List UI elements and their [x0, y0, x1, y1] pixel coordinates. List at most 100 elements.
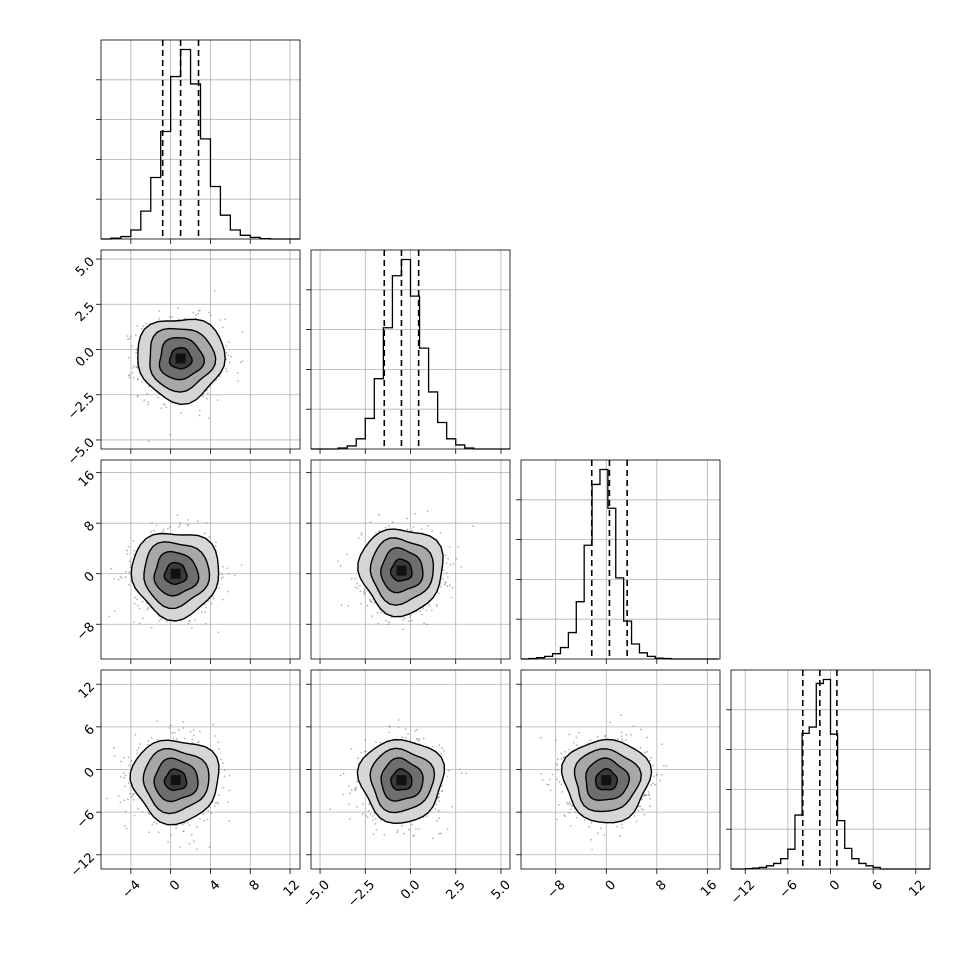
sample-point — [339, 774, 342, 777]
sample-point — [423, 622, 425, 625]
sample-point — [191, 741, 194, 744]
sample-point — [112, 746, 115, 749]
sample-point — [142, 325, 145, 328]
sample-point — [356, 582, 359, 585]
sample-point — [175, 824, 178, 827]
sample-point — [360, 532, 363, 534]
sample-point — [370, 600, 372, 603]
sample-point — [136, 324, 139, 327]
sample-point — [151, 824, 154, 826]
sample-point — [449, 584, 451, 587]
sample-point — [183, 830, 185, 832]
sample-point — [629, 733, 632, 736]
sample-point — [639, 747, 642, 749]
contour-line — [369, 747, 436, 814]
contour-line — [153, 550, 200, 597]
sample-point — [169, 433, 172, 436]
sample-point — [401, 824, 404, 827]
sample-point — [569, 825, 572, 827]
sample-point — [562, 756, 565, 759]
sample-point — [364, 750, 366, 753]
panel-content — [105, 720, 231, 850]
sample-point — [217, 631, 220, 634]
sample-point — [141, 381, 143, 383]
sample-point — [129, 566, 132, 569]
sample-point — [375, 829, 378, 831]
sample-point — [600, 827, 602, 830]
sample-point — [439, 832, 442, 835]
contour-line — [390, 768, 413, 791]
sample-point — [207, 600, 210, 603]
sample-point — [431, 745, 434, 748]
sample-point — [442, 577, 444, 580]
sample-point — [131, 367, 134, 369]
sample-point — [110, 567, 113, 570]
sample-point — [188, 842, 191, 845]
sample-point — [153, 821, 156, 824]
contour-line — [585, 757, 631, 802]
sample-point — [207, 809, 210, 812]
sample-point — [396, 831, 399, 834]
sample-point — [209, 314, 212, 317]
sample-point — [621, 826, 624, 829]
sample-point — [148, 831, 151, 834]
sample-point — [162, 528, 165, 531]
sample-point — [359, 602, 362, 605]
sample-point — [355, 786, 358, 789]
sample-point — [357, 537, 360, 540]
x-tick-label: 6 — [870, 878, 886, 894]
sample-point — [369, 521, 372, 523]
sample-point — [596, 832, 599, 835]
sample-point — [175, 827, 178, 830]
ticks-1-1 — [319, 449, 502, 454]
sample-point — [440, 752, 442, 755]
sample-point — [652, 782, 654, 785]
sample-point — [436, 819, 438, 822]
sample-point — [551, 773, 554, 776]
sample-point — [218, 375, 221, 378]
sample-point — [342, 772, 345, 775]
sample-point — [448, 546, 451, 548]
sample-point — [135, 348, 138, 351]
contour-line — [149, 327, 217, 393]
sample-point — [130, 759, 133, 762]
sample-point — [217, 741, 220, 744]
sample-point — [227, 590, 229, 593]
sample-point — [228, 774, 231, 777]
sample-point — [649, 798, 652, 800]
sample-point — [639, 805, 642, 808]
sample-point — [123, 776, 126, 779]
sample-point — [560, 783, 563, 786]
sample-point — [428, 604, 431, 606]
sample-point — [446, 828, 449, 830]
y-tick-label: −2.5 — [65, 390, 98, 423]
sample-point — [556, 764, 559, 766]
sample-point — [440, 586, 442, 588]
sample-point — [591, 848, 594, 851]
sample-point — [359, 584, 361, 587]
sample-point — [388, 621, 390, 624]
sample-point — [432, 837, 434, 840]
sample-point — [555, 818, 558, 821]
sample-point — [378, 513, 380, 516]
x-tick-label: 12 — [906, 878, 928, 900]
sample-point — [616, 825, 618, 828]
sample-point — [237, 380, 240, 382]
sample-point — [448, 769, 450, 772]
hist-panel-1 — [306, 249, 511, 450]
sample-point — [388, 731, 391, 734]
sample-point — [133, 549, 136, 552]
sample-point — [147, 401, 150, 403]
sample-point — [438, 817, 440, 820]
sample-point — [388, 525, 390, 527]
sample-point — [354, 586, 357, 589]
sample-point — [350, 577, 353, 580]
sample-point — [447, 557, 449, 560]
sample-point — [348, 803, 350, 806]
sample-point — [157, 831, 160, 834]
sample-point — [451, 805, 453, 808]
sample-point — [460, 566, 463, 568]
sample-point — [178, 846, 181, 849]
sample-point — [450, 596, 453, 599]
sample-point — [138, 607, 141, 610]
